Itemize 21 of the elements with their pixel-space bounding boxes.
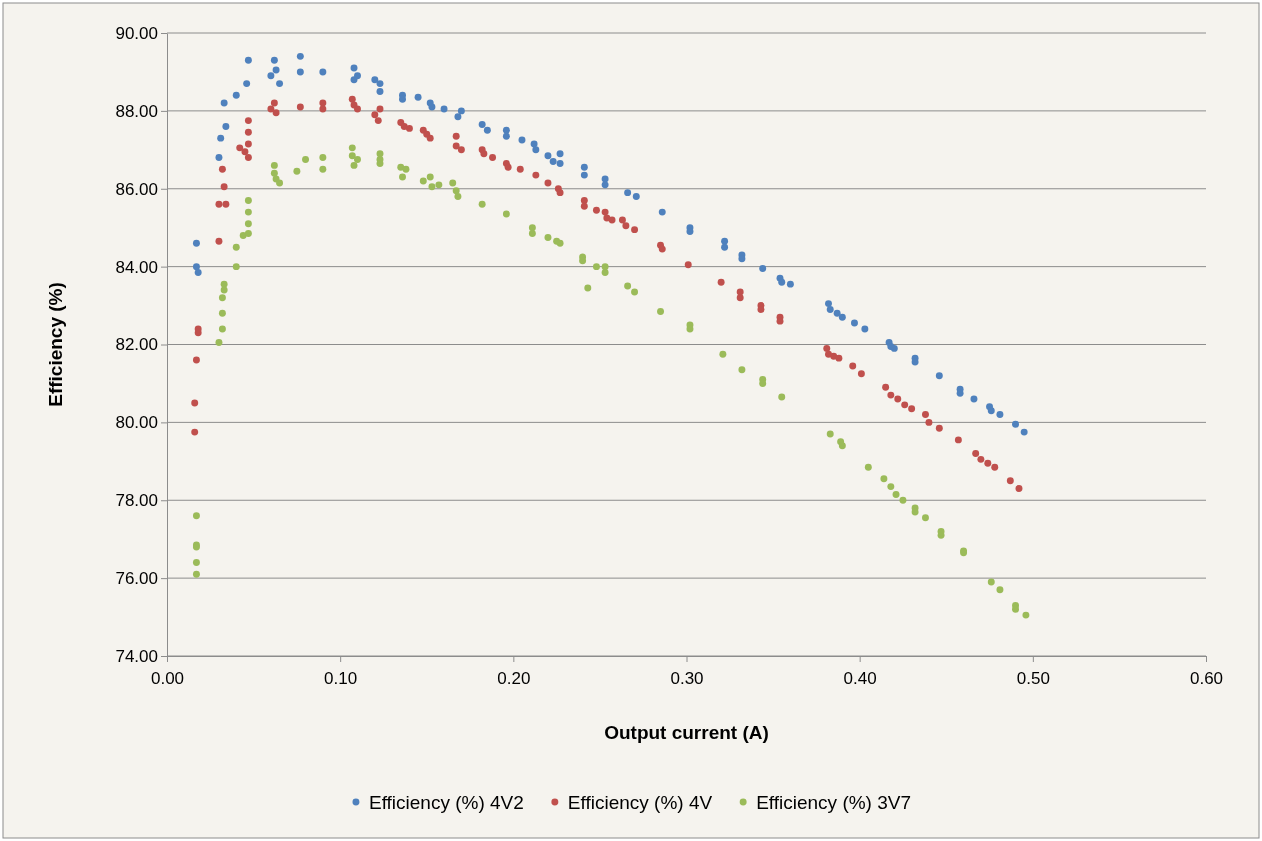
y-tick-label: 74.00 [115, 646, 158, 666]
y-tick-label: 82.00 [115, 335, 158, 355]
x-tick-label: 0.30 [670, 668, 704, 688]
y-tick-label: 78.00 [115, 491, 158, 511]
x-tick-label: 0.40 [843, 668, 877, 688]
x-tick-label: 0.50 [1016, 668, 1050, 688]
x-tick-label: 0.20 [497, 668, 531, 688]
legend-label: Efficiency (%) 4V2 [368, 791, 524, 813]
x-tick-label: 0.00 [150, 668, 185, 688]
y-tick-label: 86.00 [115, 179, 158, 199]
y-tick-label: 88.00 [115, 101, 158, 121]
legend-label: Efficiency (%) 3V7 [756, 791, 912, 813]
x-tick-label: 0.10 [324, 668, 358, 688]
y-tick-label: 80.00 [115, 413, 158, 433]
legend-label: Efficiency (%) 4V [567, 791, 713, 813]
x-axis-title: Output current (A) [604, 722, 769, 743]
y-tick-label: 90.00 [115, 23, 158, 43]
y-tick-label: 84.00 [115, 257, 158, 277]
x-tick-label: 0.60 [1189, 668, 1224, 688]
y-axis-title: Efficiency (%) [45, 282, 66, 407]
y-tick-label: 76.00 [115, 569, 158, 589]
